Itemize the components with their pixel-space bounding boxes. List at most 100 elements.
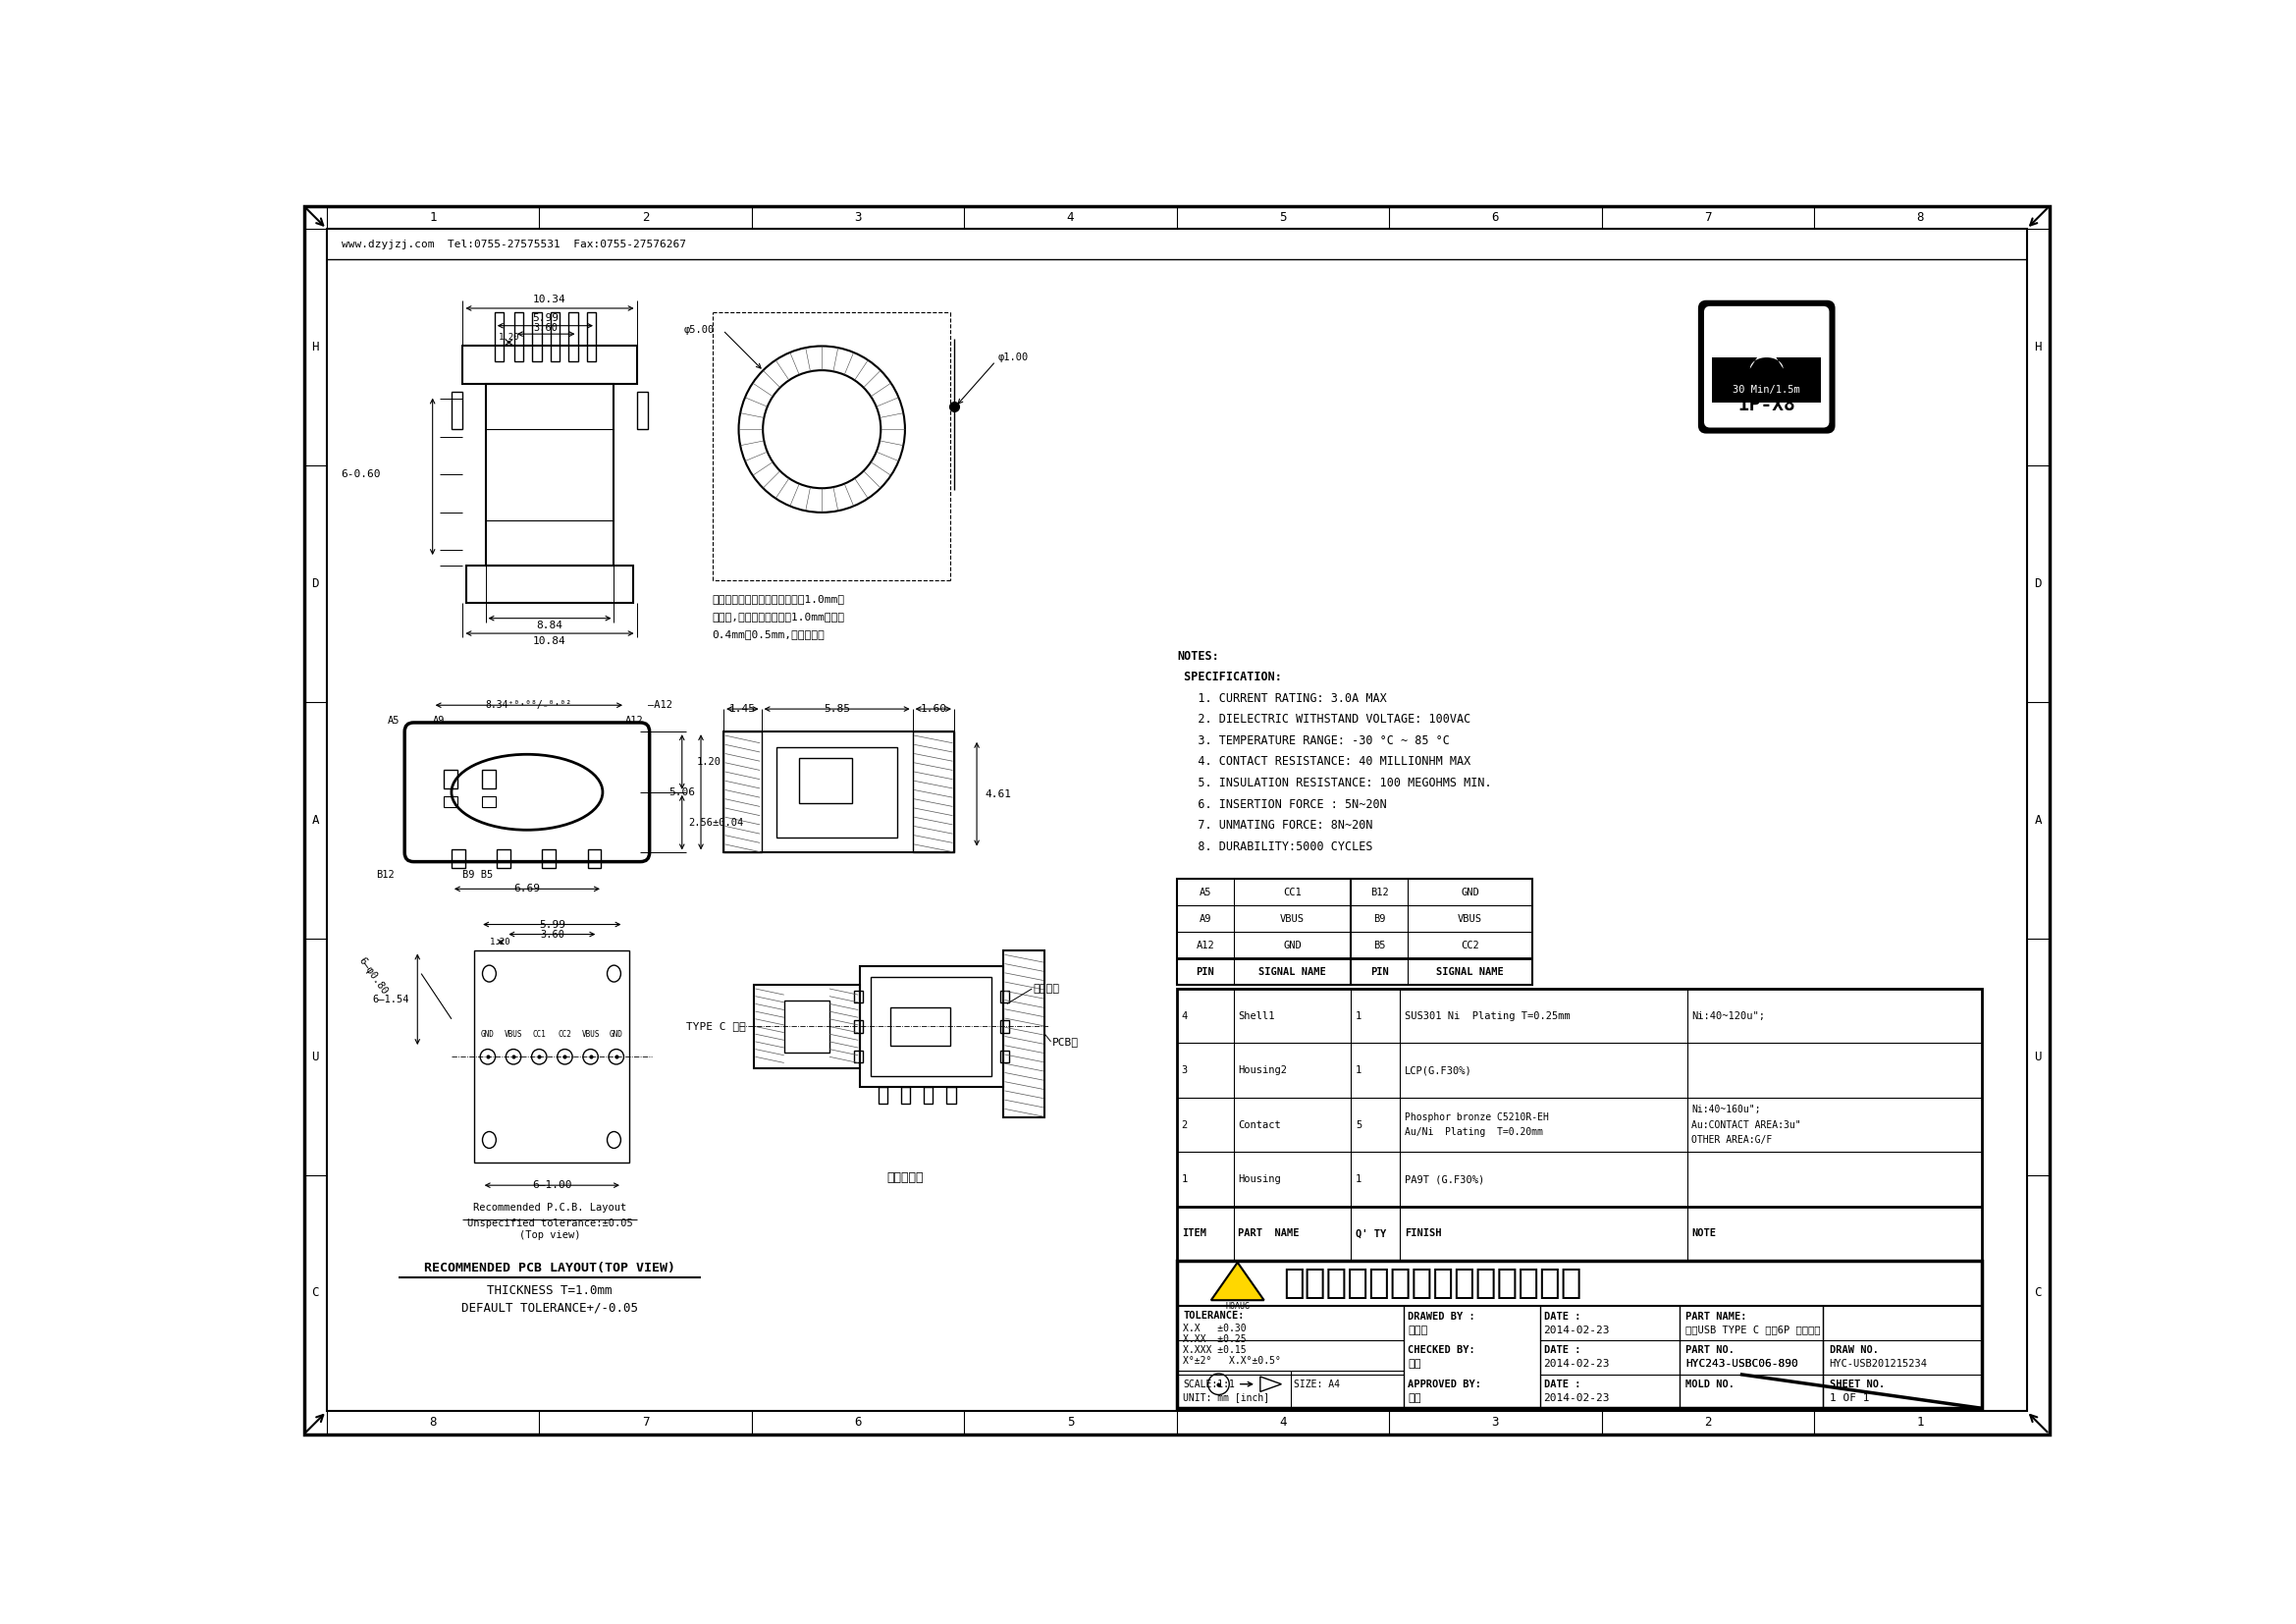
- Text: 7. UNMATING FORCE: 8N~20N: 7. UNMATING FORCE: 8N~20N: [1178, 818, 1373, 831]
- Text: HOAUG: HOAUG: [1226, 1302, 1249, 1311]
- Text: 2014-02-23: 2014-02-23: [1543, 1393, 1609, 1403]
- Bar: [912, 732, 955, 853]
- Text: SPECIFICATION:: SPECIFICATION:: [1178, 671, 1281, 684]
- Bar: [452, 849, 466, 867]
- Text: Au/Ni  Plating  T=0.20mm: Au/Ni Plating T=0.20mm: [1405, 1127, 1543, 1137]
- Bar: [1713, 357, 1821, 403]
- Bar: [723, 732, 762, 853]
- Text: 2: 2: [1182, 1121, 1187, 1130]
- Text: 1: 1: [1355, 1012, 1362, 1021]
- Text: 4: 4: [1068, 211, 1075, 224]
- Text: 5: 5: [1355, 1121, 1362, 1130]
- Text: 3.60: 3.60: [540, 929, 565, 939]
- Text: 8.34⁺⁰·⁰⁸/₋⁰·⁰²: 8.34⁺⁰·⁰⁸/₋⁰·⁰²: [487, 700, 572, 710]
- Text: C: C: [312, 1286, 319, 1299]
- Text: ITEM: ITEM: [1182, 1229, 1205, 1239]
- Text: 4.61: 4.61: [985, 789, 1010, 799]
- Bar: [753, 984, 859, 1069]
- Text: 1: 1: [1355, 1174, 1362, 1184]
- Text: DRAW NO.: DRAW NO.: [1830, 1346, 1878, 1356]
- Text: B5: B5: [1373, 940, 1384, 950]
- Text: 陳一鳴: 陳一鳴: [1407, 1325, 1428, 1335]
- Text: 6–1.00: 6–1.00: [533, 1181, 572, 1190]
- Text: 1.20: 1.20: [489, 937, 512, 947]
- Text: X.XXX ±0.15: X.XXX ±0.15: [1182, 1345, 1247, 1354]
- FancyBboxPatch shape: [1706, 307, 1828, 425]
- Text: 5. INSULATION RESISTANCE: 100 MEGOHMS MIN.: 5. INSULATION RESISTANCE: 100 MEGOHMS MI…: [1178, 776, 1492, 789]
- Text: U: U: [312, 1051, 319, 1064]
- Text: HYC243-USBC06-890: HYC243-USBC06-890: [1685, 1359, 1798, 1369]
- Text: GND: GND: [480, 1030, 494, 1038]
- Bar: [569, 312, 579, 361]
- Text: PART NO.: PART NO.: [1685, 1346, 1736, 1356]
- Text: (Top view): (Top view): [519, 1231, 581, 1241]
- Bar: [723, 732, 955, 853]
- Text: 0.4mm～0.5mm,防水效果好: 0.4mm～0.5mm,防水效果好: [712, 628, 824, 640]
- Bar: [879, 1086, 889, 1104]
- Bar: [783, 1000, 829, 1052]
- Text: 8: 8: [1917, 211, 1924, 224]
- Bar: [494, 312, 503, 361]
- Text: 3. TEMPERATURE RANGE: -30 °C ~ 85 °C: 3. TEMPERATURE RANGE: -30 °C ~ 85 °C: [1178, 734, 1449, 747]
- Text: 1.20: 1.20: [696, 757, 721, 767]
- Text: 7: 7: [643, 1416, 650, 1429]
- Text: TOLERANCE:: TOLERANCE:: [1182, 1311, 1244, 1320]
- Text: NOTES:: NOTES:: [1178, 650, 1219, 663]
- Text: 1 OF 1: 1 OF 1: [1830, 1393, 1869, 1403]
- Text: 8: 8: [429, 1416, 436, 1429]
- Text: 5: 5: [1068, 1416, 1075, 1429]
- Text: IP-X8: IP-X8: [1738, 396, 1795, 414]
- Text: 防水母座: 防水母座: [1033, 984, 1061, 994]
- Text: PA9T (G.F30%): PA9T (G.F30%): [1405, 1174, 1483, 1184]
- Text: VBUS: VBUS: [581, 1030, 599, 1038]
- Bar: [551, 312, 560, 361]
- Text: HYC-USB201215234: HYC-USB201215234: [1830, 1359, 1929, 1369]
- Text: 2014-02-23: 2014-02-23: [1543, 1325, 1609, 1335]
- Text: C: C: [2034, 1286, 2041, 1299]
- Bar: [636, 391, 647, 429]
- Text: 6: 6: [1492, 211, 1499, 224]
- Text: TYPE C 公頭: TYPE C 公頭: [687, 1021, 746, 1031]
- Text: FINISH: FINISH: [1405, 1229, 1442, 1239]
- Bar: [1001, 1020, 1010, 1033]
- FancyBboxPatch shape: [1699, 302, 1832, 432]
- Bar: [902, 1086, 909, 1104]
- Text: 4. CONTACT RESISTANCE: 40 MILLIONHM MAX: 4. CONTACT RESISTANCE: 40 MILLIONHM MAX: [1178, 755, 1472, 768]
- Text: 注：防水圈是圓形截面，直徑為1.0mm的: 注：防水圈是圓形截面，直徑為1.0mm的: [712, 594, 845, 604]
- Text: MOLD NO.: MOLD NO.: [1685, 1380, 1736, 1390]
- Text: SCALE:1:1: SCALE:1:1: [1182, 1379, 1235, 1389]
- Bar: [799, 758, 852, 804]
- Text: UNIT: mm [inch]: UNIT: mm [inch]: [1182, 1392, 1270, 1402]
- Text: 6-0.60: 6-0.60: [340, 469, 381, 479]
- Text: 10.84: 10.84: [533, 637, 567, 646]
- Text: Housing: Housing: [1238, 1174, 1281, 1184]
- Text: 6—φ0.80: 6—φ0.80: [356, 955, 390, 997]
- Bar: [484, 383, 613, 565]
- Text: 6: 6: [854, 1416, 861, 1429]
- Text: 8. DURABILITY:5000 CYCLES: 8. DURABILITY:5000 CYCLES: [1178, 840, 1373, 853]
- Text: 2: 2: [1704, 1416, 1711, 1429]
- Text: DATE :: DATE :: [1543, 1312, 1580, 1322]
- Text: Contact: Contact: [1238, 1121, 1281, 1130]
- Text: GND: GND: [608, 1030, 622, 1038]
- Text: 2.56±0.04: 2.56±0.04: [689, 817, 744, 827]
- Bar: [859, 966, 1003, 1086]
- Text: A5: A5: [1199, 887, 1212, 896]
- Text: 1.45: 1.45: [730, 705, 755, 715]
- Text: A12: A12: [1196, 940, 1215, 950]
- Bar: [542, 849, 556, 867]
- Text: THICKNESS T=1.0mm: THICKNESS T=1.0mm: [487, 1285, 613, 1298]
- Text: SIZE: A4: SIZE: A4: [1295, 1379, 1341, 1389]
- Text: D: D: [312, 577, 319, 590]
- Text: GND: GND: [1460, 887, 1479, 896]
- Text: A: A: [312, 814, 319, 827]
- Text: φ5.00: φ5.00: [684, 325, 714, 335]
- Bar: [482, 770, 496, 788]
- Text: SHEET NO.: SHEET NO.: [1830, 1380, 1885, 1390]
- Text: 30 Min/1.5m: 30 Min/1.5m: [1733, 385, 1800, 395]
- Bar: [1178, 989, 1981, 1260]
- Bar: [776, 747, 898, 838]
- Text: φ1.00: φ1.00: [999, 352, 1029, 362]
- Text: A9: A9: [1199, 914, 1212, 924]
- Bar: [891, 1007, 951, 1046]
